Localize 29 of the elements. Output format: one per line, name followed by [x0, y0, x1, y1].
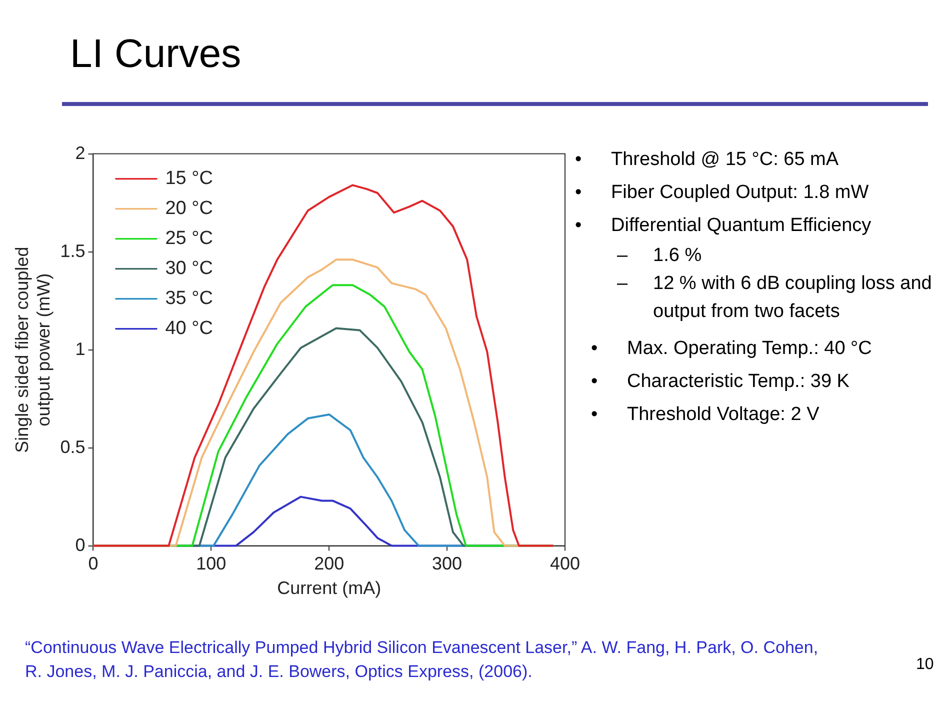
text: • Threshold @ 15 °C: 65 mA — [575, 149, 839, 170]
x-tick-label: 0 — [88, 554, 98, 574]
y-tick-label: 2 — [75, 142, 86, 163]
text: “Continuous Wave Electrically Pumped Hybrid Silicon Evanescent Laser,” A. W. Fang, H. Park, O. Cohen, R. Jones, M. J. Paniccia, and J. E. Bowers, Optics Express, (2006). — [25, 637, 820, 683]
y-tick-label: 0.5 — [60, 436, 86, 457]
text: • Max. Operating Temp.: 40 °C — [591, 338, 872, 359]
x-tick-label: 200 — [314, 554, 344, 574]
x-tick-label: 100 — [196, 554, 226, 574]
legend-label: 15 °C — [165, 168, 213, 190]
text: • Threshold Voltage: 2 V — [591, 404, 820, 425]
legend-label: 40 °C — [165, 318, 213, 340]
y-tick-label: 0 — [75, 534, 86, 555]
x-tick-label: 300 — [432, 554, 462, 574]
text: 10 — [916, 656, 934, 674]
y-tick-label: 1.5 — [60, 240, 86, 261]
text: • Characteristic Temp.: 39 K — [591, 371, 850, 392]
x-tick-label: 400 — [550, 554, 580, 574]
legend-label: 20 °C — [165, 198, 213, 220]
text: • Fiber Coupled Output: 1.8 mW — [575, 182, 869, 203]
legend-label: 35 °C — [165, 288, 213, 310]
chart-title: LI Curves — [70, 32, 242, 77]
text: • Differential Quantum Efficiency — [575, 215, 872, 236]
text: – 12 % with 6 dB coupling loss and output from two facets — [617, 273, 932, 322]
x-axis-title: Current (mA) — [277, 578, 382, 598]
legend-label: 30 °C — [165, 258, 213, 280]
text: – 1.6 % — [617, 245, 702, 266]
legend-label: 25 °C — [165, 228, 213, 250]
y-axis-title: Single sided fiber coupled output power (mW) — [12, 246, 54, 453]
y-tick-label: 1 — [75, 338, 86, 359]
